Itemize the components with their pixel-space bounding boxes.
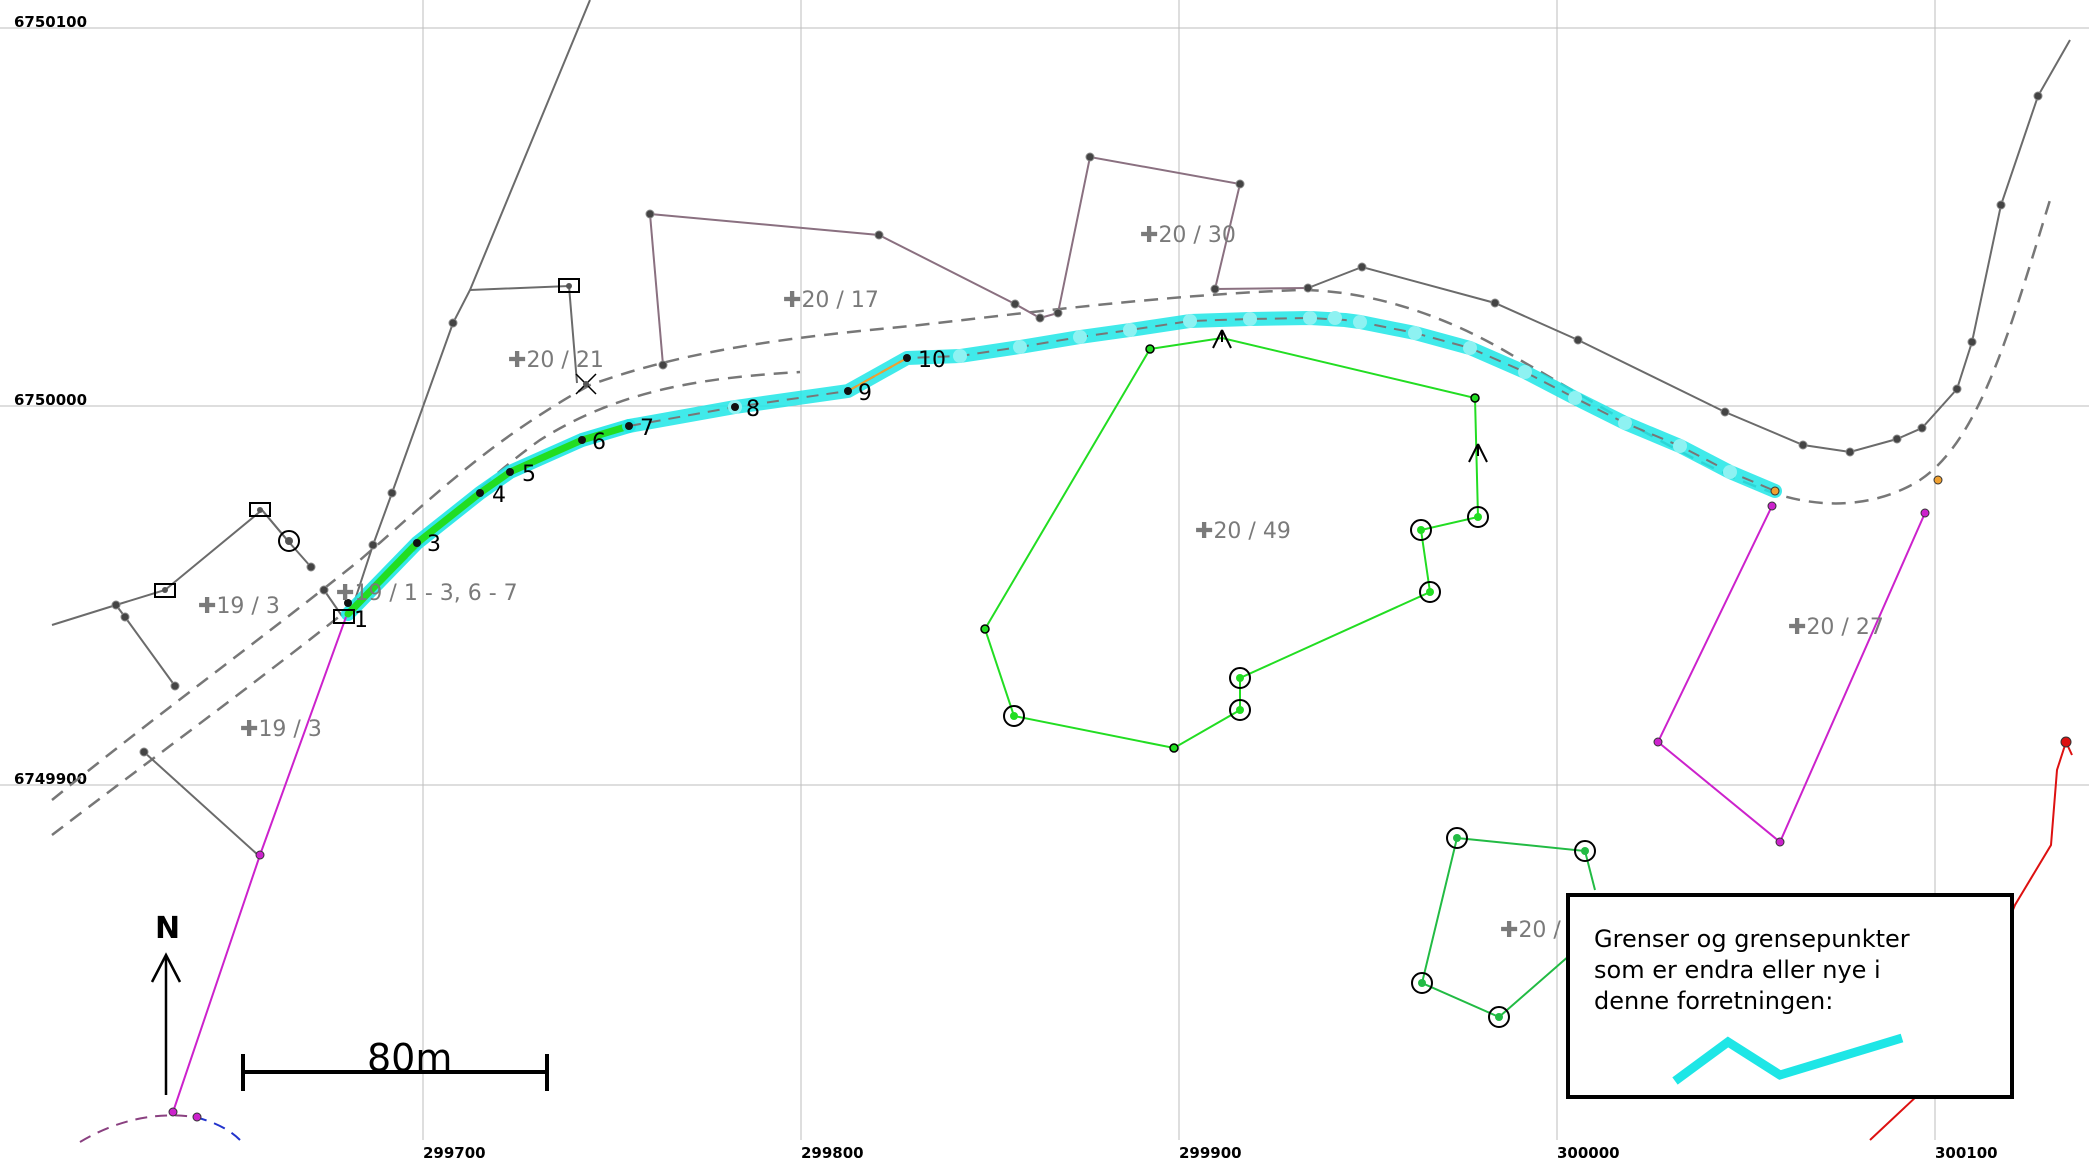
circled-marker-dots bbox=[285, 513, 1589, 1021]
y-label: 6750100 bbox=[14, 13, 87, 31]
grid-labels: 299700 299800 299900 300000 300100 67501… bbox=[14, 13, 1998, 1160]
scale-label: 80m bbox=[367, 1036, 452, 1080]
changed-boundary-green bbox=[341, 419, 636, 621]
point-label: 10 bbox=[918, 348, 946, 373]
magenta-road-dash bbox=[79, 1114, 241, 1143]
point-label: 1 bbox=[354, 608, 368, 633]
point-label: 3 bbox=[427, 532, 441, 557]
changed-boundary-cyan bbox=[622, 311, 1782, 498]
legend-line: som er endra eller nye i bbox=[1594, 956, 1881, 984]
x-label: 299700 bbox=[423, 1144, 486, 1160]
x-label: 299900 bbox=[1179, 1144, 1242, 1160]
y-label: 6749900 bbox=[14, 770, 87, 788]
y-label: 6750000 bbox=[14, 391, 87, 409]
parcel-label: ✚20 / 17 bbox=[783, 288, 879, 313]
tripod-marker bbox=[1212, 329, 1488, 463]
circled-markers bbox=[278, 506, 1596, 1028]
parcel-label: ✚20 / 30 bbox=[1140, 223, 1236, 248]
parcel-label: ✚19 / 1 - 3, 6 - 7 bbox=[336, 581, 518, 606]
point-label: 6 bbox=[592, 430, 606, 455]
parcel-label: ✚20 / 49 bbox=[1195, 519, 1291, 544]
parcel-label: ✚20 / bbox=[1500, 918, 1561, 943]
legend-swatch bbox=[1672, 1033, 1904, 1085]
point-label: 5 bbox=[522, 462, 536, 487]
point-label: 7 bbox=[640, 416, 654, 441]
parcel-label: ✚20 / 27 bbox=[1788, 615, 1884, 640]
boundary-points bbox=[111, 91, 2072, 1122]
x-label: 300100 bbox=[1935, 1144, 1998, 1160]
point-label: 4 bbox=[492, 483, 506, 508]
parcel-label: ✚19 / 3 bbox=[198, 594, 280, 619]
scale-bar bbox=[241, 1054, 549, 1091]
x-label: 300000 bbox=[1557, 1144, 1620, 1160]
x-label: 299800 bbox=[801, 1144, 864, 1160]
parcel-label: ✚20 / 21 bbox=[508, 348, 604, 373]
north-arrow: N bbox=[150, 911, 182, 1095]
green-boundaries bbox=[983, 336, 1480, 750]
square-markers bbox=[154, 278, 580, 624]
road-edges bbox=[51, 199, 2052, 836]
changed-points bbox=[344, 354, 911, 607]
grey-boundaries bbox=[51, 0, 2071, 856]
point-label: 8 bbox=[746, 397, 760, 422]
mauve-boundaries bbox=[649, 155, 1309, 366]
parcel-labels: ✚20 / 30 ✚20 / 17 ✚20 / 21 ✚20 / 49 ✚20 … bbox=[198, 223, 1884, 943]
point-number-labels: 1 3 4 5 6 7 8 9 10 bbox=[354, 348, 946, 633]
point-label: 9 bbox=[858, 381, 872, 406]
legend-line: Grenser og grensepunkter bbox=[1594, 925, 1910, 953]
north-label: N bbox=[155, 911, 180, 946]
legend: Grenser og grensepunkter som er endra el… bbox=[1566, 893, 2014, 1099]
legend-line: denne forretningen: bbox=[1594, 987, 1833, 1015]
parcel-label: ✚19 / 3 bbox=[240, 717, 322, 742]
